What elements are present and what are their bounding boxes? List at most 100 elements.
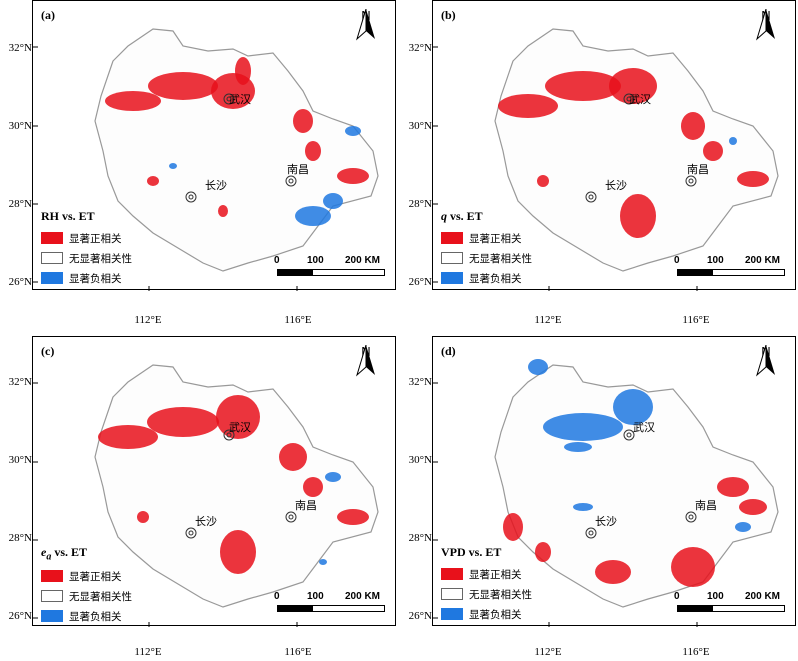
correlation-patch — [293, 109, 313, 133]
city-marker-icon — [285, 175, 297, 187]
correlation-patch — [98, 425, 158, 449]
lat-label: 30°N — [408, 120, 432, 132]
legend-swatch-positive — [441, 232, 463, 244]
city-label-changsha: 长沙 — [595, 515, 617, 528]
correlation-patch — [337, 168, 369, 184]
legend-label-none: 无显著相关性 — [69, 590, 132, 603]
city-label-changsha: 长沙 — [195, 515, 217, 528]
city-label-changsha: 长沙 — [205, 179, 227, 192]
legend-label-positive: 显著正相关 — [469, 568, 522, 581]
panel-label: (d) — [441, 344, 456, 358]
city-label-nanchang: 南昌 — [287, 163, 309, 176]
lat-label: 26°N — [8, 276, 32, 288]
city-marker-icon — [185, 527, 197, 539]
legend-label-positive: 显著正相关 — [69, 570, 122, 583]
city-marker-icon — [285, 511, 297, 523]
city-label-changsha: 长沙 — [605, 179, 627, 192]
correlation-patch — [279, 443, 307, 471]
map-panel-c: (c) N 武汉 长沙 南昌 ea vs. ET 显著正相关 无显著相关性 显著… — [32, 336, 396, 627]
legend-swatch-positive — [441, 568, 463, 580]
correlation-patch — [295, 206, 331, 226]
north-arrow-icon: N — [353, 345, 379, 377]
legend-title: RH vs. ET — [41, 209, 95, 223]
correlation-patch — [337, 509, 369, 525]
north-arrow-icon: N — [753, 345, 779, 377]
lon-label: 112°E — [134, 646, 162, 658]
correlation-patch — [235, 57, 251, 85]
correlation-patch — [681, 112, 705, 140]
panel-label: (a) — [41, 8, 55, 22]
lat-label: 30°N — [8, 454, 32, 466]
correlation-patch — [105, 91, 161, 111]
city-marker-icon — [223, 93, 235, 105]
lat-label: 28°N — [8, 198, 32, 210]
correlation-patch — [345, 126, 361, 136]
legend-label-negative: 显著负相关 — [69, 610, 122, 623]
map-canvas-c — [33, 364, 379, 627]
correlation-patch — [543, 413, 623, 441]
panel-label: (c) — [41, 344, 55, 358]
legend-label-negative: 显著负相关 — [469, 608, 522, 621]
lat-label: 28°N — [408, 198, 432, 210]
city-marker-icon — [185, 191, 197, 203]
lat-label: 32°N — [8, 376, 32, 388]
lon-label: 112°E — [534, 646, 562, 658]
lat-label: 32°N — [8, 42, 32, 54]
legend: RH vs. ET 显著正相关 无显著相关性 显著负相关 — [41, 209, 132, 288]
correlation-patch — [620, 194, 656, 238]
city-marker-icon — [585, 527, 597, 539]
legend-swatch-positive — [41, 570, 63, 583]
map-canvas-b — [433, 28, 779, 291]
lon-label: 112°E — [534, 314, 562, 326]
city-marker-icon — [585, 191, 597, 203]
panel-label: (b) — [441, 8, 456, 22]
correlation-patch — [169, 163, 177, 169]
correlation-patch — [305, 141, 321, 161]
legend-swatch-negative — [41, 272, 63, 284]
legend-label-positive: 显著正相关 — [69, 232, 122, 245]
correlation-patch — [717, 477, 749, 497]
correlation-patch — [729, 137, 737, 145]
legend-swatch-negative — [41, 610, 63, 623]
city-label-nanchang: 南昌 — [687, 163, 709, 176]
correlation-patch — [564, 442, 592, 452]
legend-swatch-none — [441, 588, 463, 600]
correlation-patch — [216, 395, 260, 439]
correlation-patch — [323, 193, 343, 209]
correlation-patch — [218, 205, 228, 217]
lat-label: 28°N — [8, 532, 32, 544]
lat-label: 26°N — [408, 276, 432, 288]
city-label-wuhan: 武汉 — [629, 93, 651, 106]
city-label-wuhan: 武汉 — [229, 421, 251, 434]
legend-title: VPD vs. ET — [441, 545, 502, 559]
correlation-patch — [303, 477, 323, 497]
legend-label-none: 无显著相关性 — [469, 252, 532, 265]
legend-swatch-none — [41, 252, 63, 264]
correlation-patch — [545, 71, 621, 101]
lon-label: 116°E — [284, 646, 312, 658]
lat-label: 30°N — [408, 454, 432, 466]
city-label-wuhan: 武汉 — [229, 93, 251, 106]
city-label-nanchang: 南昌 — [695, 499, 717, 512]
correlation-patch — [498, 94, 558, 118]
correlation-patch — [537, 175, 549, 187]
legend-swatch-none — [441, 252, 463, 264]
correlation-patch — [528, 359, 548, 375]
lat-label: 26°N — [8, 610, 32, 622]
correlation-patch — [609, 68, 657, 104]
correlation-patch — [325, 472, 341, 482]
correlation-patch — [671, 547, 715, 587]
lat-label: 28°N — [408, 532, 432, 544]
city-marker-icon — [223, 429, 235, 441]
city-marker-icon — [623, 93, 635, 105]
correlation-patch — [535, 542, 551, 562]
legend-label-none: 无显著相关性 — [469, 588, 532, 601]
legend-title: q vs. ET — [441, 209, 483, 223]
legend: VPD vs. ET 显著正相关 无显著相关性 显著负相关 — [441, 545, 532, 624]
legend: ea vs. ET 显著正相关 无显著相关性 显著负相关 — [41, 545, 132, 626]
correlation-patch — [503, 513, 523, 541]
correlation-patch — [137, 511, 149, 523]
correlation-patch — [319, 559, 327, 565]
lat-label: 26°N — [408, 610, 432, 622]
city-label-nanchang: 南昌 — [295, 499, 317, 512]
